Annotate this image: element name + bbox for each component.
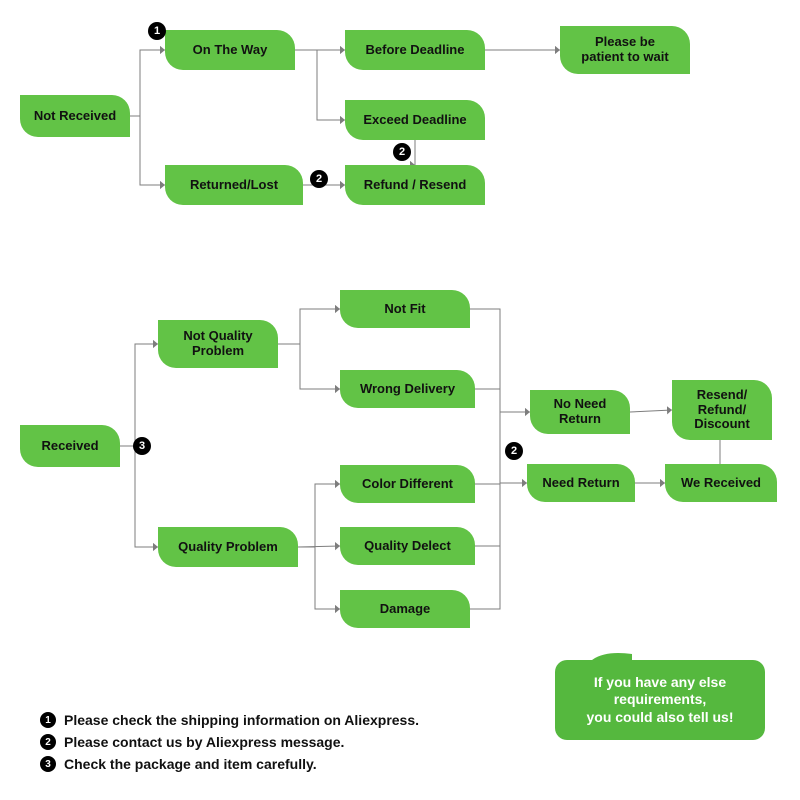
badge-2: 2 xyxy=(505,442,523,460)
node-not_fit: Not Fit xyxy=(340,290,470,328)
node-exceed_deadline: Exceed Deadline xyxy=(345,100,485,140)
badge-2: 2 xyxy=(310,170,328,188)
node-damage: Damage xyxy=(340,590,470,628)
footnote-1: 1 Please check the shipping information o… xyxy=(40,712,419,728)
node-not_received: Not Received xyxy=(20,95,130,137)
node-resend_refund: Resend/Refund/Discount xyxy=(672,380,772,440)
node-we_received: We Received xyxy=(665,464,777,502)
node-returned_lost: Returned/Lost xyxy=(165,165,303,205)
badge-3: 3 xyxy=(133,437,151,455)
node-wrong_delivery: Wrong Delivery xyxy=(340,370,475,408)
node-nq_problem: Not QualityProblem xyxy=(158,320,278,368)
node-refund_resend: Refund / Resend xyxy=(345,165,485,205)
node-please_wait: Please bepatient to wait xyxy=(560,26,690,74)
node-received: Received xyxy=(20,425,120,467)
node-before_deadline: Before Deadline xyxy=(345,30,485,70)
footnote-icon: 2 xyxy=(40,734,56,750)
footnote-icon: 3 xyxy=(40,756,56,772)
footnotes: 1 Please check the shipping information o… xyxy=(40,706,419,772)
footnote-3: 3 Check the package and item carefully. xyxy=(40,756,419,772)
node-need_return: Need Return xyxy=(527,464,635,502)
node-color_diff: Color Different xyxy=(340,465,475,503)
node-q_problem: Quality Problem xyxy=(158,527,298,567)
badge-2: 2 xyxy=(393,143,411,161)
flowchart-stage: Not Received On The Way Returned/Lost Befor… xyxy=(0,0,800,800)
footnote-text: Check the package and item carefully. xyxy=(64,756,317,772)
speech-bubble: If you have any else requirements, you c… xyxy=(555,660,765,740)
badge-1: 1 xyxy=(148,22,166,40)
footnote-2: 2 Please contact us by Aliexpress message… xyxy=(40,734,419,750)
node-no_need_return: No NeedReturn xyxy=(530,390,630,434)
node-on_the_way: On The Way xyxy=(165,30,295,70)
footnote-icon: 1 xyxy=(40,712,56,728)
node-quality_delect: Quality Delect xyxy=(340,527,475,565)
footnote-text: Please check the shipping information on… xyxy=(64,712,419,728)
footnote-text: Please contact us by Aliexpress message. xyxy=(64,734,344,750)
